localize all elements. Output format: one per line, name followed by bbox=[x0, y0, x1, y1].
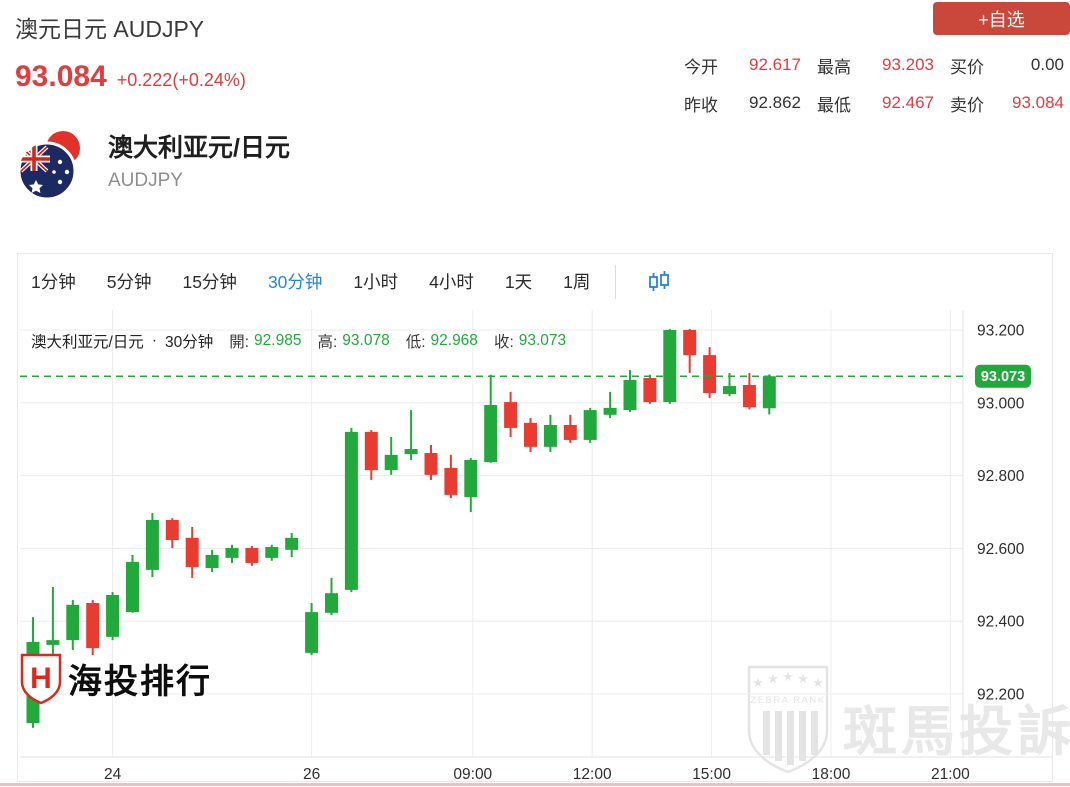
legend-close-label: 收: bbox=[493, 334, 514, 351]
stat-bid: 买价 0.00 bbox=[950, 46, 1064, 84]
svg-text:92.200: 92.200 bbox=[977, 687, 1025, 704]
price-row: 93.084 +0.222(+0.24%) bbox=[15, 60, 246, 94]
tab-30min[interactable]: 30分钟 bbox=[268, 269, 322, 294]
candlestick-chart-icon[interactable] bbox=[646, 269, 672, 295]
legend-high-label: 高: bbox=[317, 334, 338, 351]
chart-card: 1分钟 5分钟 15分钟 30分钟 1小时 4小时 1天 1周 ★ ★ ★ ★ ★ Z bbox=[17, 253, 1070, 783]
svg-text:15:00: 15:00 bbox=[692, 766, 731, 781]
tab-divider bbox=[615, 264, 617, 299]
tab-1min[interactable]: 1分钟 bbox=[31, 269, 76, 294]
svg-text:21:00: 21:00 bbox=[931, 766, 970, 781]
stat-low-label: 最低 bbox=[817, 95, 851, 115]
legend-interval: 30分钟 bbox=[164, 334, 214, 351]
stat-prev-close-label: 昨收 bbox=[684, 95, 718, 115]
currency-pair-flags-icon bbox=[16, 124, 96, 204]
instrument-name: 澳大利亚元/日元 bbox=[108, 134, 290, 162]
stats-column-2: 最高 93.203 最低 92.467 bbox=[817, 46, 934, 122]
svg-text:92.600: 92.600 bbox=[977, 541, 1025, 558]
price-change: +0.222(+0.24%) bbox=[116, 70, 246, 90]
stat-high-label: 最高 bbox=[817, 57, 851, 77]
tab-1week[interactable]: 1周 bbox=[563, 269, 590, 294]
legend-open-value: 92.985 bbox=[254, 332, 302, 349]
stat-high: 最高 93.203 bbox=[817, 46, 934, 84]
stats-column-1: 今开 92.617 昨收 92.862 bbox=[684, 46, 801, 122]
legend-high-value: 93.078 bbox=[342, 332, 390, 349]
svg-text:93.000: 93.000 bbox=[977, 395, 1025, 412]
stats-column-3: 买价 0.00 卖价 93.084 bbox=[950, 46, 1064, 122]
legend-low-value: 92.968 bbox=[430, 332, 478, 349]
stat-prev-close: 昨收 92.862 bbox=[684, 84, 801, 122]
legend-low-label: 低: bbox=[405, 334, 426, 351]
tab-1hour[interactable]: 1小时 bbox=[353, 269, 398, 294]
svg-text:18:00: 18:00 bbox=[812, 766, 851, 781]
stat-open-label: 今开 bbox=[684, 57, 718, 77]
stat-high-value: 93.203 bbox=[882, 55, 934, 74]
stat-ask: 卖价 93.084 bbox=[950, 84, 1064, 122]
svg-text:09:00: 09:00 bbox=[453, 766, 492, 781]
tab-15min[interactable]: 15分钟 bbox=[182, 269, 236, 294]
legend-symbol: 澳大利亚元/日元 bbox=[31, 334, 144, 351]
svg-text:92.400: 92.400 bbox=[977, 614, 1025, 631]
svg-text:12:00: 12:00 bbox=[573, 766, 612, 781]
stat-prev-close-value: 92.862 bbox=[749, 93, 801, 112]
stat-low-value: 92.467 bbox=[882, 93, 934, 112]
chart-canvas[interactable]: 24 26 09:00 12:00 15:00 18:00 21:00 93.200 93.00… bbox=[18, 310, 1052, 783]
svg-text:93.073: 93.073 bbox=[981, 369, 1025, 385]
legend-separator: · bbox=[151, 332, 157, 349]
current-price: 93.084 bbox=[15, 60, 107, 93]
stat-ask-value: 93.084 bbox=[1012, 93, 1064, 112]
add-favorite-button[interactable]: +自选 bbox=[933, 2, 1070, 35]
interval-tab-bar: 1分钟 5分钟 15分钟 30分钟 1小时 4小时 1天 1周 bbox=[18, 254, 1052, 309]
tab-4hour[interactable]: 4小时 bbox=[429, 269, 474, 294]
tab-5min[interactable]: 5分钟 bbox=[107, 269, 152, 294]
svg-text:92.800: 92.800 bbox=[977, 468, 1025, 485]
tab-1day[interactable]: 1天 bbox=[505, 269, 532, 294]
svg-text:26: 26 bbox=[303, 766, 320, 781]
stat-open: 今开 92.617 bbox=[684, 46, 801, 84]
stat-bid-value: 0.00 bbox=[1030, 55, 1064, 74]
legend-open-label: 開: bbox=[229, 334, 250, 351]
stat-ask-label: 卖价 bbox=[950, 95, 984, 115]
ohlc-legend: 澳大利亚元/日元 · 30分钟 開: 92.985 高: 93.078 低: 9… bbox=[31, 330, 582, 352]
stat-low: 最低 92.467 bbox=[817, 84, 934, 122]
legend-close-value: 93.073 bbox=[518, 332, 567, 349]
stat-open-value: 92.617 bbox=[749, 55, 801, 74]
svg-text:93.200: 93.200 bbox=[977, 323, 1025, 340]
bottom-divider bbox=[0, 783, 1070, 786]
svg-text:24: 24 bbox=[104, 766, 122, 781]
instrument-code: AUDJPY bbox=[108, 170, 183, 191]
stat-bid-label: 买价 bbox=[950, 57, 984, 77]
page-title: 澳元日元 AUDJPY bbox=[15, 16, 205, 42]
